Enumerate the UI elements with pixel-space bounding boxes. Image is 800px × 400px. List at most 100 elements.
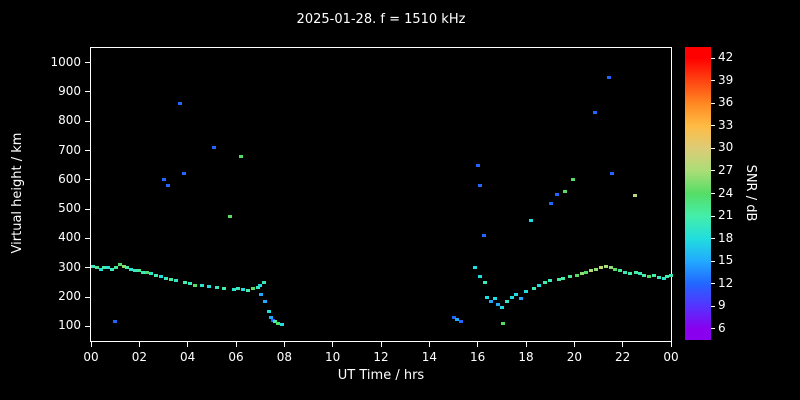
data-point: [589, 269, 594, 273]
data-point: [221, 287, 226, 291]
colorbar-tick-label: 15: [718, 253, 734, 268]
x-tick-label: 00: [83, 350, 99, 364]
data-point: [236, 287, 241, 291]
y-axis-label: Virtual height / km: [10, 132, 25, 254]
data-point: [118, 263, 122, 267]
data-point: [499, 305, 504, 309]
data-point: [458, 320, 463, 324]
data-point: [246, 289, 251, 293]
data-point: [632, 194, 637, 198]
x-tick: [332, 342, 334, 347]
data-point: [481, 234, 486, 238]
data-point: [514, 292, 519, 296]
colorbar-tick: [711, 238, 715, 240]
data-point: [475, 163, 480, 167]
data-point: [109, 267, 114, 271]
data-point: [562, 190, 567, 194]
data-point: [642, 273, 647, 277]
x-tick-label: 02: [131, 350, 147, 364]
x-tick: [573, 342, 575, 347]
data-point: [548, 279, 553, 283]
data-point: [478, 275, 483, 279]
data-point: [200, 284, 205, 288]
x-tick: [525, 342, 527, 347]
data-point: [623, 270, 628, 274]
data-point: [125, 266, 130, 270]
x-tick-label: 20: [566, 350, 582, 364]
colorbar-label: SNR / dB: [743, 164, 758, 222]
x-tick: [283, 342, 285, 347]
x-tick-label: 10: [325, 350, 341, 364]
data-point: [144, 270, 149, 274]
x-tick: [428, 342, 430, 347]
data-point: [188, 282, 193, 286]
data-point: [214, 286, 219, 290]
data-point: [227, 214, 232, 218]
data-point: [121, 264, 126, 268]
colorbar-tick-label: 39: [718, 72, 734, 87]
data-point: [532, 286, 537, 290]
colorbar-tick: [711, 170, 715, 172]
data-point: [592, 110, 597, 114]
data-point: [556, 277, 561, 281]
data-point: [485, 295, 490, 299]
data-point: [574, 273, 579, 277]
y-tick-label: 900: [58, 83, 81, 98]
colorbar-tick: [711, 80, 715, 82]
data-point: [166, 184, 171, 188]
x-tick-label: 04: [180, 350, 196, 364]
colorbar-tick: [711, 147, 715, 149]
x-tick: [90, 342, 92, 347]
data-point: [137, 269, 142, 273]
data-point: [276, 321, 281, 325]
data-point: [91, 264, 96, 268]
data-point: [627, 272, 632, 276]
x-tick-label: 18: [518, 350, 534, 364]
data-point: [98, 267, 103, 271]
data-point: [159, 275, 164, 279]
data-point: [647, 275, 652, 279]
x-tick-label: 22: [615, 350, 631, 364]
x-tick: [380, 342, 382, 347]
data-point: [482, 280, 487, 284]
colorbar-tick-label: 24: [718, 185, 734, 200]
data-point: [263, 299, 267, 303]
data-point: [637, 272, 642, 276]
data-point: [455, 317, 460, 321]
data-point: [665, 275, 670, 279]
y-tick-label: 100: [58, 318, 81, 333]
data-point: [488, 299, 493, 303]
x-tick: [187, 342, 189, 347]
data-point: [105, 266, 110, 270]
data-point: [140, 270, 145, 274]
data-point: [504, 299, 509, 303]
colorbar-tick: [711, 125, 715, 127]
data-point: [603, 264, 608, 268]
data-point: [555, 193, 560, 196]
data-point: [207, 285, 212, 289]
data-point: [561, 276, 566, 280]
y-tick: [85, 208, 90, 210]
data-point: [492, 297, 497, 300]
x-tick: [670, 342, 672, 347]
data-point: [496, 302, 501, 306]
data-point: [182, 172, 187, 176]
data-point: [478, 184, 483, 188]
data-point: [269, 316, 274, 320]
data-point: [212, 146, 217, 150]
data-point: [238, 154, 243, 158]
x-tick: [138, 342, 140, 347]
y-tick-label: 700: [58, 142, 81, 157]
y-tick: [85, 120, 90, 122]
data-point: [607, 75, 612, 79]
colorbar-tick-label: 9: [718, 298, 726, 313]
x-tick: [477, 342, 479, 347]
data-point: [168, 277, 173, 281]
data-point: [594, 267, 599, 271]
y-tick-label: 300: [58, 259, 81, 274]
colorbar-tick-label: 42: [718, 50, 734, 65]
y-tick-label: 500: [58, 201, 81, 216]
data-point: [161, 178, 166, 182]
data-point: [567, 275, 572, 279]
